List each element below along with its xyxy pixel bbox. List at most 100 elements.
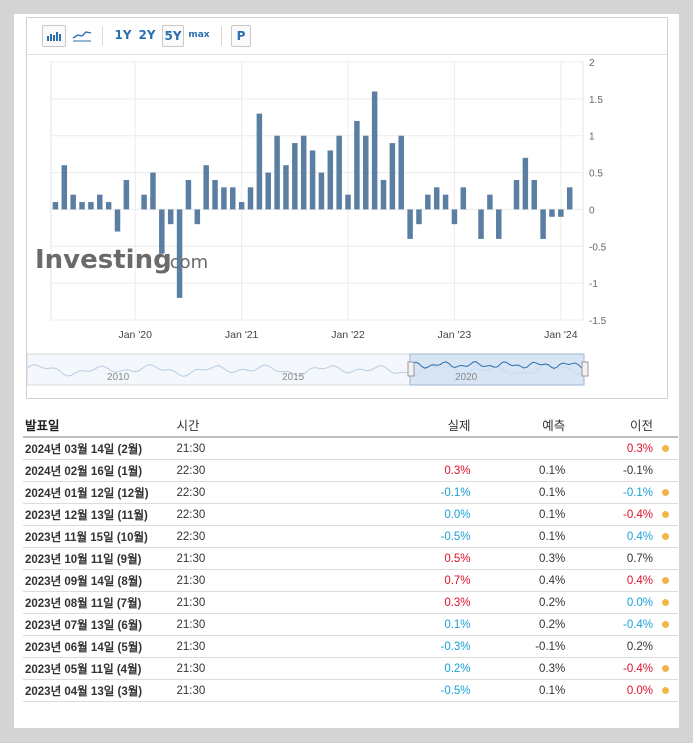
bar[interactable] xyxy=(265,172,271,210)
bar[interactable] xyxy=(230,187,236,210)
bar[interactable] xyxy=(105,202,112,210)
y-tick-label: 1 xyxy=(589,132,595,143)
time-cell: 21:30 xyxy=(176,591,272,614)
revision-dot-icon[interactable] xyxy=(662,598,670,606)
bar[interactable] xyxy=(159,209,165,254)
y-tick-label: 2 xyxy=(589,58,595,69)
x-tick-label: Jan '24 xyxy=(544,329,578,341)
bar[interactable] xyxy=(141,194,147,210)
bar[interactable] xyxy=(371,91,378,210)
bar[interactable] xyxy=(300,135,307,210)
bar[interactable] xyxy=(167,209,174,225)
navigator-selected-series xyxy=(409,361,585,369)
revision-dot-icon[interactable] xyxy=(662,686,670,694)
header-previous[interactable]: 이전 xyxy=(565,412,654,438)
navigator-selection[interactable] xyxy=(409,353,585,386)
bar[interactable] xyxy=(212,179,218,210)
bar[interactable] xyxy=(442,194,449,210)
revision-dot-icon[interactable] xyxy=(662,576,670,584)
bar[interactable] xyxy=(407,209,413,239)
status-dot-cell xyxy=(653,613,678,636)
bar[interactable] xyxy=(318,172,325,210)
bar[interactable] xyxy=(79,202,85,210)
bar[interactable] xyxy=(61,165,68,210)
bar[interactable] xyxy=(496,209,502,239)
p-button[interactable]: P xyxy=(231,25,251,47)
bar[interactable] xyxy=(203,165,209,210)
bar[interactable] xyxy=(70,194,76,210)
bar[interactable] xyxy=(531,179,537,210)
bar[interactable] xyxy=(549,209,555,217)
bar[interactable] xyxy=(398,135,404,210)
header-actual[interactable]: 실제 xyxy=(271,412,471,438)
status-dot-cell xyxy=(653,503,678,526)
bar[interactable] xyxy=(389,143,396,210)
range-navigator[interactable]: 2010 2015 2020 xyxy=(27,353,589,386)
bar[interactable] xyxy=(238,202,245,210)
bar[interactable] xyxy=(336,135,342,210)
bar-chart: 21.510.50-0.5-1-1.5 Jan '20 Jan '21 Jan '2… xyxy=(27,58,607,386)
period-button-max[interactable]: max xyxy=(188,30,210,40)
forecast-cell: 0.1% xyxy=(470,503,566,526)
bar[interactable] xyxy=(540,209,546,239)
bar[interactable] xyxy=(176,209,183,298)
revision-dot-icon[interactable] xyxy=(662,510,670,518)
period-button-2y[interactable]: 2Y xyxy=(138,28,156,42)
plot-background xyxy=(50,61,584,321)
bar[interactable] xyxy=(487,194,493,210)
bar[interactable] xyxy=(221,187,227,210)
revision-dot-icon[interactable] xyxy=(662,444,670,452)
revision-dot-icon[interactable] xyxy=(662,532,670,540)
table-row: 2023년 10월 11일 (9월) 21:30 0.5% 0.3% 0.7% xyxy=(23,547,678,570)
bar[interactable] xyxy=(513,179,520,210)
bar[interactable] xyxy=(425,194,431,210)
bar[interactable] xyxy=(354,120,360,210)
period-button-5y[interactable]: 5Y xyxy=(162,25,184,47)
bar[interactable] xyxy=(566,187,573,210)
bar[interactable] xyxy=(558,209,564,217)
time-cell: 22:30 xyxy=(176,459,272,482)
bar[interactable] xyxy=(522,157,529,210)
bar[interactable] xyxy=(363,135,369,210)
period-button-1y[interactable]: 1Y xyxy=(114,28,132,42)
header-forecast[interactable]: 예측 xyxy=(470,412,566,438)
bar[interactable] xyxy=(478,209,484,239)
forecast-cell: 0.3% xyxy=(470,547,566,570)
bar[interactable] xyxy=(345,194,351,210)
bar[interactable] xyxy=(451,209,458,225)
bar[interactable] xyxy=(274,135,280,210)
grid-lines xyxy=(51,61,583,321)
status-dot-cell xyxy=(653,657,678,680)
header-date[interactable]: 발표일 xyxy=(23,412,177,438)
bar[interactable] xyxy=(283,165,289,210)
toolbar-separator xyxy=(221,26,222,46)
bar[interactable] xyxy=(309,150,316,210)
revision-dot-icon[interactable] xyxy=(662,488,670,496)
bar[interactable] xyxy=(292,143,298,210)
previous-cell: 0.0% xyxy=(565,591,654,614)
x-tick-label: Jan '23 xyxy=(438,329,472,341)
bar[interactable] xyxy=(380,179,387,210)
bar[interactable] xyxy=(194,209,201,225)
navigator-handle[interactable] xyxy=(581,361,589,377)
navigator-handle[interactable] xyxy=(407,361,415,377)
bar[interactable] xyxy=(150,172,156,210)
bar[interactable] xyxy=(433,187,440,210)
bar[interactable] xyxy=(416,209,422,225)
bar[interactable] xyxy=(114,209,121,232)
bar[interactable] xyxy=(327,150,334,210)
bar[interactable] xyxy=(247,187,254,210)
header-time[interactable]: 시간 xyxy=(176,412,272,438)
bar[interactable] xyxy=(185,179,192,210)
bar[interactable] xyxy=(88,202,94,210)
revision-dot-icon[interactable] xyxy=(662,664,670,672)
revision-dot-icon[interactable] xyxy=(662,620,670,628)
bar[interactable] xyxy=(52,202,59,210)
date-cell: 2023년 05월 11일 (4월) xyxy=(23,657,177,680)
bar[interactable] xyxy=(460,187,467,210)
bar[interactable] xyxy=(123,179,130,210)
bar-chart-icon-button[interactable] xyxy=(42,25,66,47)
bar[interactable] xyxy=(256,113,263,210)
bar[interactable] xyxy=(97,194,103,210)
line-chart-icon-button[interactable] xyxy=(70,25,94,45)
